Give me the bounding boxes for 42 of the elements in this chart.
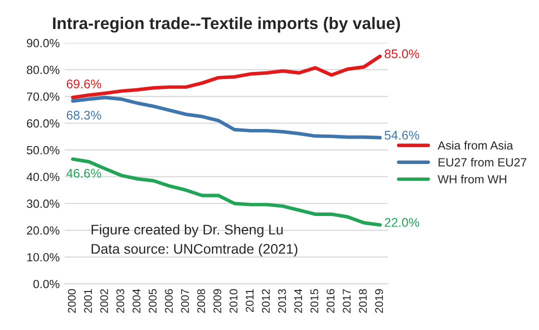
x-tick-label: 2011 (246, 289, 254, 312)
y-tick-label: 20.0% (26, 226, 60, 235)
x-tick-label: 2012 (262, 289, 270, 313)
x-tick-label: 2007 (181, 289, 189, 313)
chart-title: Intra-region trade--Textile imports (by value) (53, 16, 400, 33)
x-tick-label: 2016 (326, 289, 334, 313)
legend-label: Asia from Asia (438, 140, 514, 150)
y-tick-label: 70.0% (26, 92, 60, 101)
data-label: 22.0% (384, 218, 420, 227)
x-tick-label: 2001 (84, 289, 92, 313)
x-tick-label: 2014 (294, 288, 302, 313)
annotation: Figure created by Dr. Sheng Lu (92, 224, 283, 238)
x-tick-label: 2010 (230, 289, 238, 313)
x-tick-label: 2009 (213, 289, 222, 313)
data-label: 54.6% (384, 130, 420, 140)
y-tick-label: 90.0% (26, 38, 60, 48)
x-tick-label: 2013 (278, 289, 286, 313)
y-tick-label: 0.0% (33, 280, 60, 288)
x-tick-label: 2015 (310, 289, 318, 313)
annotation: Data source: UNComtrade (2021) (92, 244, 298, 257)
legend-label: WH from WH (438, 174, 506, 184)
y-tick-label: 60.0% (26, 119, 60, 128)
y-tick-label: 50.0% (26, 146, 60, 154)
x-tick-label: 2008 (197, 289, 206, 313)
x-tick-label: 2019 (375, 289, 383, 313)
y-tick-label: 10.0% (27, 253, 60, 262)
legend-label: EU27 from EU27 (438, 158, 526, 167)
data-label: 69.6% (66, 80, 102, 88)
x-tick-label: 2017 (342, 289, 351, 313)
y-tick-label: 80.0% (26, 66, 60, 74)
y-tick-label: 40.0% (26, 172, 60, 182)
data-label: 46.6% (66, 168, 102, 178)
x-tick-label: 2006 (164, 289, 173, 313)
x-tick-label: 2005 (148, 289, 157, 313)
data-label: 85.0% (384, 49, 420, 58)
x-tick-label: 2004 (132, 288, 140, 313)
x-tick-label: 2002 (100, 289, 108, 313)
x-tick-label: 2000 (68, 289, 76, 313)
x-tick-label: 2018 (358, 289, 367, 313)
data-label: 68.3% (66, 110, 102, 120)
x-tick-label: 2003 (116, 289, 124, 313)
y-tick-label: 30.0% (26, 200, 60, 208)
